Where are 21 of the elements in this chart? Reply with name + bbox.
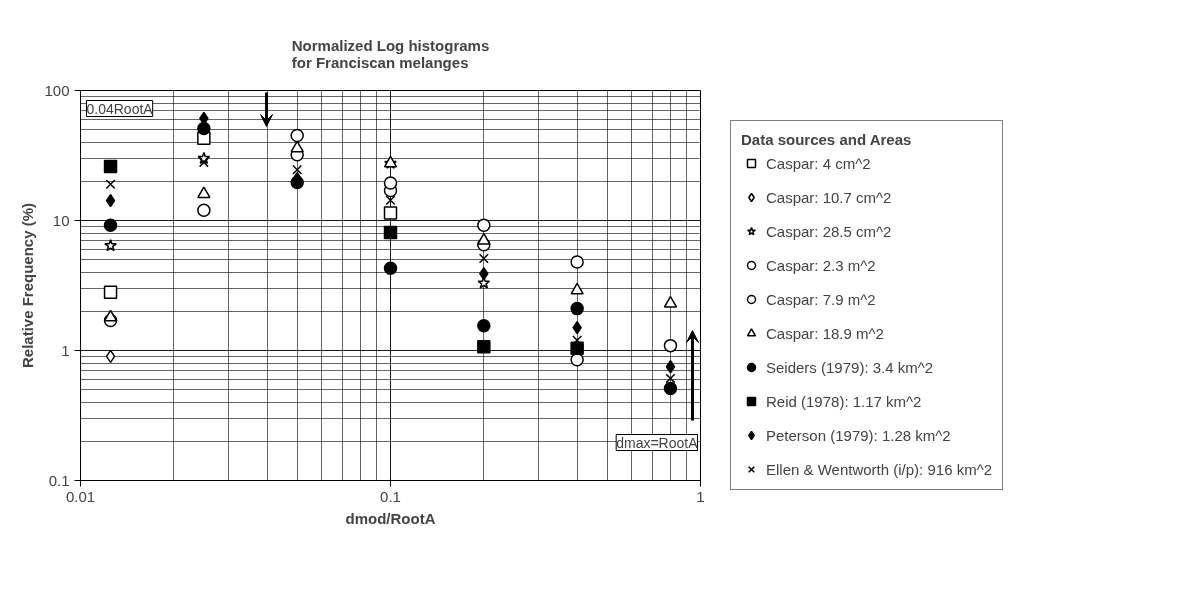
legend-label: Caspar: 28.5 cm^2 bbox=[766, 222, 892, 240]
y-tick-label: 1 bbox=[61, 341, 70, 359]
legend-label: Reid (1978): 1.17 km^2 bbox=[766, 392, 922, 410]
x-tick-label: 1 bbox=[696, 487, 705, 505]
legend-label: Caspar: 2.3 m^2 bbox=[766, 256, 876, 274]
y-tick-label: 100 bbox=[44, 81, 70, 99]
x-tick-label: 0.1 bbox=[380, 487, 401, 505]
legend-label: Seiders (1979): 3.4 km^2 bbox=[766, 358, 934, 376]
legend-label: Caspar: 7.9 m^2 bbox=[766, 290, 876, 308]
y-tick-label: 10 bbox=[52, 211, 70, 229]
legend-label: Caspar: 4 cm^2 bbox=[766, 154, 871, 172]
legend-label: Peterson (1979): 1.28 km^2 bbox=[766, 426, 951, 444]
legend-label: Ellen & Wentworth (i/p): 916 km^2 bbox=[766, 460, 993, 478]
y-axis-title: Relative Frequency (%) bbox=[19, 202, 37, 369]
chart-title: Normalized Log histograms for Franciscan melanges bbox=[291, 36, 490, 71]
x-axis-title: dmod/RootA bbox=[345, 509, 436, 527]
y-tick-label: 0.1 bbox=[48, 471, 70, 489]
legend-label: Caspar: 18.9 m^2 bbox=[766, 324, 884, 342]
legend-title: Data sources and Areas bbox=[741, 131, 913, 148]
legend-label: Caspar: 10.7 cm^2 bbox=[766, 188, 892, 206]
x-tick-label: 0.01 bbox=[65, 487, 96, 505]
